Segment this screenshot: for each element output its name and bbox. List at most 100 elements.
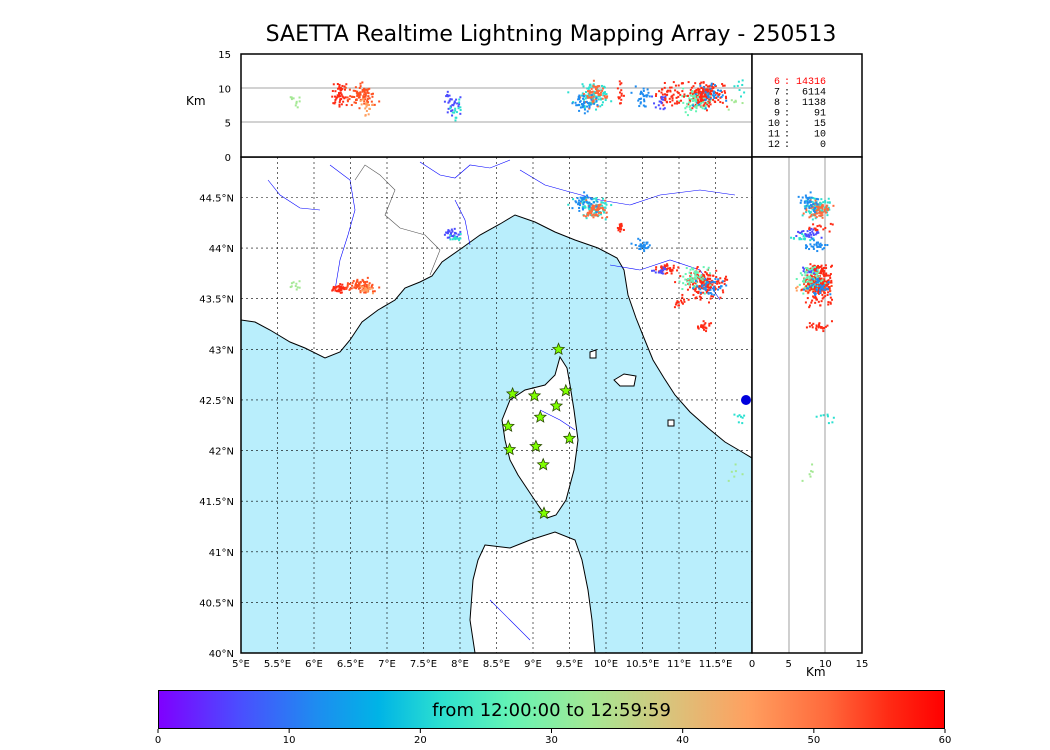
altitude-tick-labels-side: 0 5 10 15 [749, 659, 869, 670]
lightning-source [358, 286, 361, 289]
lightning-source [616, 87, 619, 90]
lightning-source [717, 89, 720, 92]
lightning-source [822, 414, 825, 417]
lightning-source [697, 327, 700, 330]
lightning-source [449, 106, 452, 109]
lightning-source [698, 286, 701, 289]
lightning-source [702, 325, 705, 328]
lightning-source [618, 80, 621, 83]
lightning-source [819, 265, 822, 268]
lightning-source [367, 285, 370, 288]
lightning-source [802, 230, 805, 233]
lightning-source [595, 95, 598, 98]
lightning-source [339, 95, 342, 98]
lightning-source [830, 281, 833, 284]
map-title: SAETTA Realtime Lightning Mapping Array … [265, 22, 837, 47]
lightning-source [618, 96, 621, 99]
lightning-source [362, 279, 365, 282]
altitude-longitude-panel [241, 54, 752, 157]
lightning-source [597, 93, 600, 96]
count-separator: : [784, 77, 790, 88]
lightning-source [619, 230, 622, 233]
lightning-source [581, 106, 584, 109]
lightning-source [808, 277, 811, 280]
lightning-source [827, 197, 830, 200]
lightning-source [827, 291, 830, 294]
lightning-source [721, 289, 724, 292]
lightning-source [643, 246, 646, 249]
lightning-source [600, 84, 603, 87]
lightning-source [814, 229, 817, 232]
lightning-source [829, 301, 832, 304]
lightning-source [582, 203, 585, 206]
lightning-source [593, 212, 596, 215]
lightning-source [584, 97, 587, 100]
longitude-tick-labels: 5°E 5.5°E 6°E 6.5°E 7°E 7.5°E 8°E 8.5°E 9°E 9.5°E… [232, 659, 732, 670]
lightning-source [702, 101, 705, 104]
station-star-icon [502, 442, 517, 456]
lightning-source [582, 214, 585, 217]
lightning-source [823, 290, 826, 293]
lightning-source [806, 198, 809, 201]
lightning-source [289, 96, 292, 99]
lightning-source [358, 94, 361, 97]
lightning-source [567, 203, 570, 206]
lightning-source [819, 201, 822, 204]
map-grid [241, 157, 752, 653]
lightning-source [697, 274, 700, 277]
lon-tick-label: 8.5°E [483, 659, 510, 670]
lightning-source [698, 295, 701, 298]
lon-tick-label: 11.5°E [699, 659, 733, 670]
lightning-source [820, 326, 823, 329]
lightning-source [343, 288, 346, 291]
lightning-source [689, 280, 692, 283]
lightning-source [702, 273, 705, 276]
lightning-source [364, 98, 367, 101]
lightning-source [687, 103, 690, 106]
lightning-source [708, 94, 711, 97]
lightning-source [290, 98, 293, 101]
lightning-source [811, 230, 814, 233]
lightning-source [695, 271, 698, 274]
lightning-source [602, 87, 605, 90]
alt-tick-label: 0 [749, 659, 755, 670]
lightning-source [665, 94, 668, 97]
lightning-source [719, 285, 722, 288]
count-value: 10 [814, 130, 826, 141]
lightning-source [583, 108, 586, 111]
lightning-source [702, 95, 705, 98]
lightning-source [822, 201, 825, 204]
lightning-source [620, 98, 623, 101]
lightning-source [824, 208, 827, 211]
lightning-source [591, 209, 594, 212]
lightning-source [795, 289, 798, 292]
lightning-source [808, 304, 811, 307]
lightning-source [454, 119, 457, 122]
lightning-source [354, 89, 357, 92]
lightning-source [660, 102, 663, 105]
lightning-source [798, 283, 801, 286]
lightning-source [595, 197, 598, 200]
lightning-source [801, 479, 804, 482]
lightning-source [734, 100, 737, 103]
lightning-source [823, 247, 826, 250]
lightning-source [719, 277, 722, 280]
lightning-source [359, 291, 362, 294]
lightning-source [596, 104, 599, 107]
lightning-source [708, 272, 711, 275]
lightning-source [590, 102, 593, 105]
lightning-source [712, 94, 715, 97]
lightning-source [705, 109, 708, 112]
lightning-source [808, 285, 811, 288]
lightning-source [820, 202, 823, 205]
lightning-source [721, 83, 724, 86]
map-panel [241, 157, 752, 653]
lightning-source [816, 280, 819, 283]
lightning-source [819, 287, 822, 290]
lightning-source [811, 326, 814, 329]
lightning-source [726, 278, 729, 281]
lightning-source [601, 89, 604, 92]
lightning-source [339, 88, 342, 91]
lightning-source [818, 322, 821, 325]
lightning-source [701, 275, 704, 278]
